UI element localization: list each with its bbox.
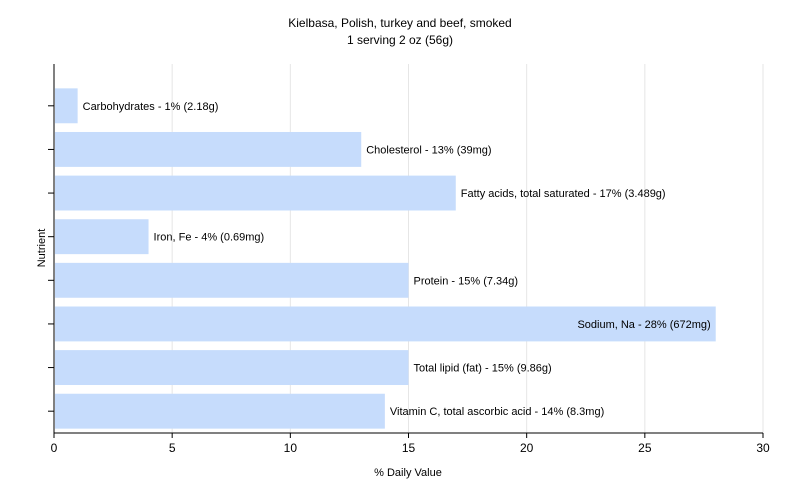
bar-7 bbox=[55, 393, 385, 429]
x-tick-label-1: 5 bbox=[169, 441, 176, 455]
bar-label-2: Fatty acids, total saturated - 17% (3.48… bbox=[461, 188, 666, 200]
bar-label-6: Total lipid (fat) - 15% (9.86g) bbox=[414, 363, 552, 375]
bar-0 bbox=[55, 88, 78, 124]
x-ticks-group: 0 5 10 15 20 25 30 bbox=[51, 433, 770, 455]
chart-title: Kielbasa, Polish, turkey and beef, smoke… bbox=[288, 16, 511, 30]
x-tick-label-4: 20 bbox=[520, 441, 534, 455]
bar-label-5: Sodium, Na - 28% (672mg) bbox=[577, 319, 710, 331]
bar-1 bbox=[55, 131, 362, 167]
x-axis-label: % Daily Value bbox=[374, 467, 442, 479]
bar-4 bbox=[55, 262, 409, 298]
bars-group: Carbohydrates - 1% (2.18g) Cholesterol - … bbox=[55, 88, 716, 429]
bar-label-0: Carbohydrates - 1% (2.18g) bbox=[83, 101, 219, 113]
bar-2 bbox=[55, 175, 456, 211]
x-tick-label-0: 0 bbox=[51, 441, 58, 455]
x-tick-label-5: 25 bbox=[638, 441, 652, 455]
y-axis-label: Nutrient bbox=[36, 229, 48, 268]
x-tick-label-6: 30 bbox=[756, 441, 770, 455]
bar-label-1: Cholesterol - 13% (39mg) bbox=[366, 144, 491, 156]
bar-5 bbox=[55, 306, 716, 342]
bar-label-4: Protein - 15% (7.34g) bbox=[414, 275, 519, 287]
bar-label-7: Vitamin C, total ascorbic acid - 14% (8.… bbox=[390, 406, 604, 418]
x-tick-label-3: 15 bbox=[402, 441, 416, 455]
bar-6 bbox=[55, 350, 409, 386]
bar-label-3: Iron, Fe - 4% (0.69mg) bbox=[154, 232, 265, 244]
bar-3 bbox=[55, 219, 149, 255]
x-tick-label-2: 10 bbox=[284, 441, 298, 455]
chart-subtitle: 1 serving 2 oz (56g) bbox=[347, 33, 453, 47]
